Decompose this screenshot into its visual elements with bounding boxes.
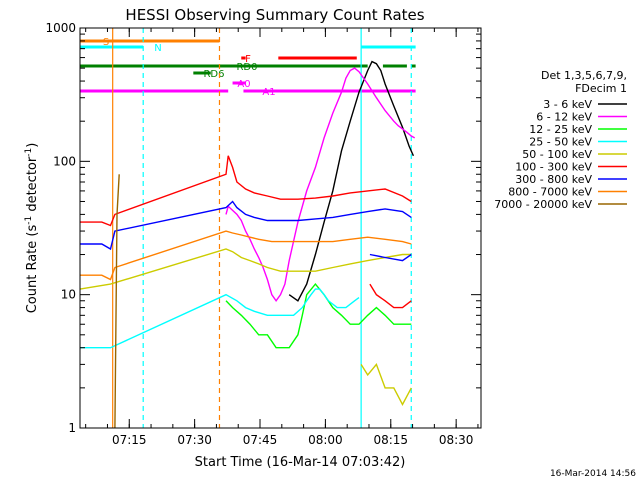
x-tick-label: 07:15 xyxy=(112,433,147,447)
legend-label: 100 - 300 keV xyxy=(515,161,592,174)
x-tick-label: 07:30 xyxy=(177,433,212,447)
vlines-layer xyxy=(112,28,412,428)
series-line-7 xyxy=(80,230,412,281)
y-axis: 1 10 100 1000 xyxy=(45,21,481,435)
series-line-2 xyxy=(225,282,412,349)
series-line-8 xyxy=(114,174,120,429)
x-tick-label: 08:30 xyxy=(439,433,474,447)
y-axis-label-mid: detector xyxy=(25,156,40,216)
y-tick-label: 1 xyxy=(68,421,76,435)
plot-frame xyxy=(79,27,482,429)
x-tick-label: 07:45 xyxy=(243,433,278,447)
series-line-1 xyxy=(225,67,416,303)
y-tick-label: 1000 xyxy=(45,21,76,35)
flag-label-a0: A0 xyxy=(237,79,250,90)
legend-header-2: FDecim 1 xyxy=(575,82,627,95)
x-tick-label: 08:00 xyxy=(308,433,343,447)
x-axis-label: Start Time (16-Mar-14 07:03:42) xyxy=(195,455,406,470)
legend-label: 3 - 6 keV xyxy=(543,98,592,111)
series-line-0 xyxy=(288,60,415,302)
flag-label-f: F xyxy=(245,54,251,65)
flag-label-n: N xyxy=(154,43,161,54)
legend-label: 800 - 7000 keV xyxy=(508,186,592,199)
series-line-3 xyxy=(80,288,360,349)
series-layer xyxy=(79,60,416,429)
flag-label-s: S xyxy=(103,37,109,48)
legend-label: 6 - 12 keV xyxy=(536,111,592,124)
flag-label-a1: A1 xyxy=(262,87,275,98)
y-axis-label-main: Count Rate (s xyxy=(25,225,40,314)
chart-title: HESSI Observing Summary Count Rates xyxy=(125,6,424,24)
y-axis-label-sup1: -1 xyxy=(24,216,34,225)
y-tick-label: 100 xyxy=(53,154,76,168)
legend-label: 12 - 25 keV xyxy=(529,123,592,136)
legend-header-1: Det 1,3,5,6,7,9, xyxy=(541,69,627,82)
series-line-5 xyxy=(80,155,412,309)
footer-timestamp: 16-Mar-2014 14:56 xyxy=(550,469,636,479)
legend-label: 50 - 100 keV xyxy=(522,148,592,161)
x-axis: 07:15 07:30 07:45 08:00 08:15 08:30 xyxy=(85,28,479,447)
y-tick-label: 10 xyxy=(61,288,76,302)
series-line-4 xyxy=(79,248,412,407)
legend-label: 300 - 800 keV xyxy=(515,173,592,186)
legend-label: 25 - 50 keV xyxy=(529,136,592,149)
series-line-6 xyxy=(80,200,412,262)
y-axis-label: Count Rate (s-1 detector-1) xyxy=(24,143,40,314)
legend-label: 7000 - 20000 keV xyxy=(494,198,592,211)
y-axis-label-end: ) xyxy=(25,143,40,148)
y-axis-label-sup2: -1 xyxy=(24,148,34,157)
x-tick-label: 08:15 xyxy=(373,433,408,447)
flag-label-rd6: RD6 xyxy=(203,69,224,80)
flag-label-rd0: RD0 xyxy=(236,62,257,73)
